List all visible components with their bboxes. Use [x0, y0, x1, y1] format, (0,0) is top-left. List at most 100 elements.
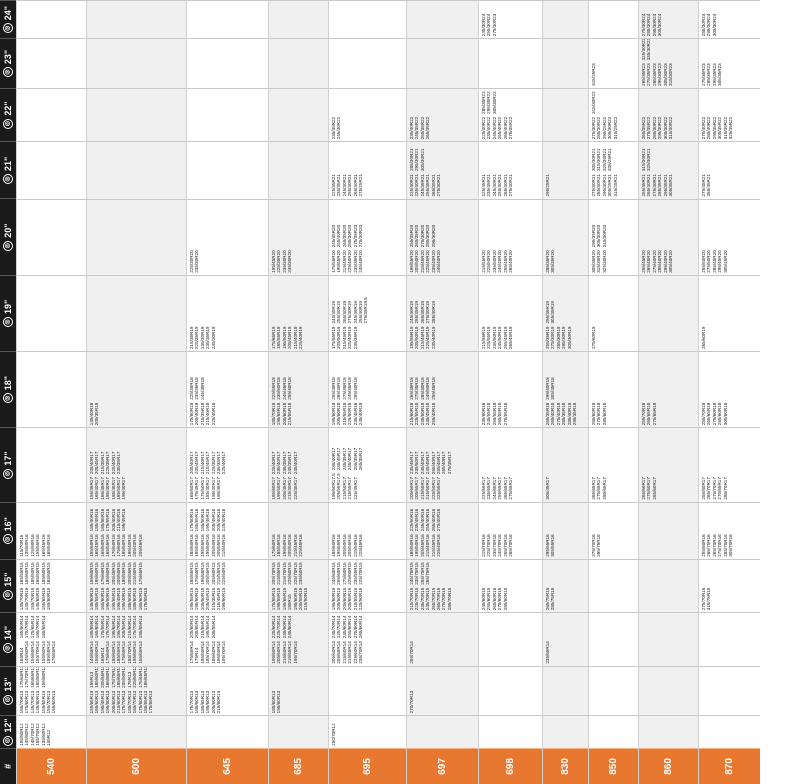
tire-size-cell [87, 0, 186, 39]
tire-size-columns: 265/60R18 275/60R18 285/60R18 [591, 354, 607, 425]
tire-size-columns: 245/30R24 255/30R24 275/30R24 [481, 3, 497, 36]
tire-size-columns: 250/70R12 [331, 718, 336, 745]
tire-size-columns: 195/45R20 225/35R20 235/30R20 245/30R20 [271, 202, 293, 272]
tire-size: 205/55R14 [210, 615, 216, 639]
tire-size: 285/65R17 [601, 477, 607, 500]
tire-size-columns: 265/35R22 275/35R22 285/30R22 295/30R22 305/… [641, 91, 673, 139]
tire-size-columns: 115/70R15 135/80R16 125/80R16 155/55R16 165/… [19, 505, 51, 556]
tire-size-cell: 235/35R22 245/30R22 [329, 87, 406, 142]
tire-size-cell: 185/60R16 195/55R16 205/50R16 205/55R16 215/… [329, 501, 406, 559]
tire-size: 315/25R22 [612, 116, 618, 140]
tire-size: 175/55R15 [143, 587, 149, 611]
tire-size-columns: 195/60R15 205/50R15 205/60R15 205/65R15 215/… [331, 562, 363, 610]
tire-size-cell: 215/70R15 225/70R15 235/70R15 245/70R15 255/… [407, 558, 478, 613]
tire-size-column: 275/60R19 [591, 327, 596, 349]
tire-size-cell [329, 38, 406, 88]
tire-size: 265/70R16 [508, 534, 514, 557]
tire-size-cell: 255/80R16 265/75R16 265/70R16 275/70R16 285/… [699, 501, 760, 559]
tire-size-columns: 235/60R18 245/55R18 255/55R18 265/55R18 275/… [481, 354, 508, 425]
tire-size: 335/30R23 [646, 38, 652, 61]
row-label-cell: 540 [17, 747, 86, 784]
tire-size-column: 265/60R18 275/60R18 285/60R18 [591, 403, 607, 425]
row-label: 830 [560, 758, 571, 775]
rim-icon: ◎ [3, 173, 13, 184]
tire-size-cell: 145/40R18 205/35R18 [87, 351, 186, 428]
row-label-cell: 695 [329, 747, 406, 784]
tire-size: 265/45R19 [508, 326, 514, 349]
tire-size-columns: 185/50R16 195/50R16 205/45R16 215/40R16 215/… [409, 505, 441, 557]
tire-size-column: 195/55R15 195/50R15 205/50R15 205/45R15 215/… [189, 588, 227, 610]
tire-size-columns: 195/60R18 205/60R18 215/55R18 225/50R18 235/… [331, 354, 363, 425]
tire-size-cell: 225/40R22 235/40R22 245/40R22 255/40R22 265/… [479, 87, 542, 142]
rim-size-header: ◎ 19" [0, 274, 16, 351]
tire-size-column: 305/45R17 [545, 477, 550, 499]
tire-size-column: 205/60R14 205/65R14 215/60R14 215/65R14 225/… [331, 641, 363, 663]
tire-size-columns: 205/60R17 205/65R17 215/55R17 215/60R17 225/… [409, 430, 452, 500]
tire-size-cell: 225/45R21 235/45R21 245/40R21 255/40R21 265/… [479, 141, 542, 199]
tire-size-cell: 175/65R15 195/55R15 195/65R15 185R15 195/60R… [269, 558, 328, 613]
rim-icon: ◎ [3, 317, 13, 327]
tire-size-columns: 315/25R23 [591, 41, 596, 85]
tire-size-columns: 215/70R15 225/70R15 235/70R15 245/70R15 255/… [409, 562, 452, 610]
tire-size-column: 175/55R19 205/50R19 215/45R19 225/40R19 235/… [331, 327, 369, 349]
tire-size-columns: 185/70R18 195/65R18 205/60R18 215/55R18 225/… [271, 354, 293, 425]
tire-size: 245/30R19 [210, 326, 216, 349]
tire-size-columns: 205/60R14 205/65R14 215/60R14 215/65R14 225/… [331, 615, 363, 664]
tire-size-columns: 305/35R20 315/35R20 325/30R20 295/35R20 305/… [591, 202, 607, 273]
tire-size: 215/55R18 [287, 402, 293, 426]
tire-size-cell: 255/80R17 265/70R17 275/70R17 275/65R17 285/… [699, 427, 760, 502]
tire-size-columns: 135/70R15 145/70R15 155/70R15 145/65R15 155/… [19, 562, 51, 610]
tire-size-cell: 145/65R14 155/60R14 165R14 175/60R14 185/60R… [87, 612, 186, 666]
tire-size-column: 265/35R18 275/35R18 285/30R18 245/50R18 255/… [409, 377, 436, 399]
header-hash-label: # [3, 763, 13, 769]
tire-size: 235/35R17 [116, 451, 122, 475]
tire-size-cell [87, 38, 186, 88]
tire-size-cell: 165/70R13 175/60R13 145/70R13 145/80R13 155/… [17, 665, 86, 716]
tire-size-columns: 305/45R17 [545, 430, 550, 499]
tire-size: 285/70R15 [446, 587, 452, 611]
tire-size-cell [699, 715, 760, 748]
tire-size-column: 225/50R16 235/45R16 245/40R16 255/40R16 265/… [409, 509, 441, 531]
tire-size: 215/50R15 [303, 587, 309, 611]
tire-size-column: 145/60R15 185/55R15 165/60R15 195/50R15 195/… [89, 588, 148, 610]
row-label: 645 [222, 758, 233, 775]
tire-size: 275/25R21 [358, 174, 364, 197]
tire-size-cell: 195/45R20 225/35R20 235/30R20 245/30R20 [269, 198, 328, 275]
tire-size-columns: 195/55R15 195/50R15 205/50R15 205/45R15 215/… [189, 562, 227, 610]
tire-size-cell: 195/55R15 195/50R15 205/50R15 205/45R15 215/… [187, 558, 268, 613]
tire-size-column: 205/40R17 205/45R17 215/40R17 215/45R17 225/… [189, 452, 227, 474]
tire-size-cell: 195/60R14 205/60R14 215/60R14 215/65R14 195/… [269, 612, 328, 666]
tire-size-column: 185/60R16 195/55R16 205/50R16 205/55R16 215/… [331, 534, 363, 556]
tire-size-cell: 295/25R21 [543, 141, 588, 199]
tire-size-column: 165/60R14 175/70R14 175/65R14 165/70R14 165/… [19, 616, 57, 638]
tire-size-cell: 255/70R18 265/65R18 275/65R18 [639, 351, 698, 428]
tire-size-cell: 275/30R21 285/30R21 295/30R21 305/25R21 315/… [589, 141, 638, 199]
tire-size: 195/70R14 [292, 641, 298, 664]
tire-size-columns: 145/40R18 205/35R18 [89, 354, 100, 425]
tire-size-cell: 175/60R16 185/55R16 195/50R16 205/50R16 215/… [269, 501, 328, 559]
tire-size-column: 265/60R19 [701, 327, 706, 349]
tire-size: 305/30R24 [711, 13, 717, 37]
tire-size-cell [87, 87, 186, 142]
tire-size-column: 255/35R20 265/35R20 275/30R20 285/30R20 295/… [409, 225, 441, 247]
tire-size: 155/60R15 [46, 587, 52, 611]
tire-size-column: 155/35R17 165/40R17 165/45R17 185/40R17 185/… [89, 477, 127, 499]
tire-size: 275/40R21 [508, 174, 514, 197]
tire-size: 165/60R13 [51, 690, 57, 714]
tire-size-cell: 185/60R17 195/50R17 205/45R17 215/40R17 225/… [269, 427, 328, 502]
tire-size: 315/75R15 [706, 587, 712, 611]
tire-size: 255/40R18 [287, 377, 293, 400]
tire-size: 315/30R20 [601, 224, 607, 248]
tire-size-cell [639, 612, 698, 666]
tire-size-cell: 265/65R17 275/65R17 285/65R17 [589, 427, 638, 502]
tire-size-column: 225/35R21 235/35R21 245/30R21 255/30R21 265/… [331, 174, 363, 196]
tire-size: 235/60R15 [298, 562, 304, 585]
tire-size: 245/40R17 [292, 451, 298, 475]
tire-size: 265/60R19 [701, 326, 706, 349]
tire-size: 305/60R18 [722, 402, 728, 426]
tire-size-column: 225/60R14 225/70R14 235/60R14 245/60R14 [271, 616, 298, 638]
tire-size-columns: 255/80R16 265/75R16 265/70R16 275/70R16 285/… [701, 505, 733, 556]
tire-size: 225/50R15 [221, 562, 227, 585]
tire-size-column: 215/70R16 225/70R16 235/70R16 245/70R16 255/… [481, 534, 513, 556]
tire-size-cell: 195/55R19 205/50R19 215/45R19 225/45R19 235/… [407, 274, 478, 351]
